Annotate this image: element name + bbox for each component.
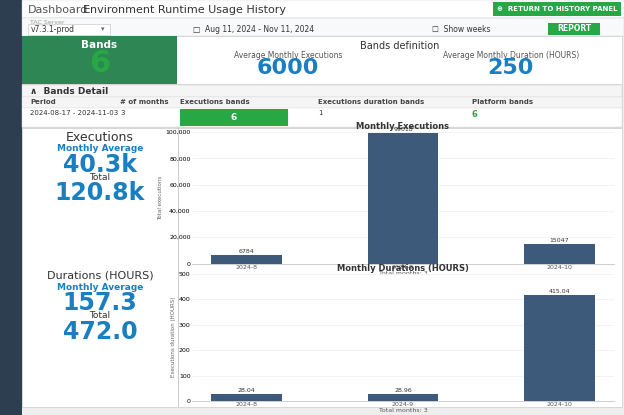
Text: Executions bands: Executions bands: [180, 99, 250, 105]
Title: Monthly Executions: Monthly Executions: [356, 122, 449, 131]
Bar: [22, 0, 624, 18]
Text: ☐  Show weeks: ☐ Show weeks: [432, 25, 490, 34]
Text: 157.3: 157.3: [62, 291, 137, 315]
Text: 40.3k: 40.3k: [63, 153, 137, 177]
Text: 6784: 6784: [238, 249, 255, 254]
Text: # of months: # of months: [120, 99, 168, 105]
Text: Monthly Average: Monthly Average: [57, 283, 143, 291]
Text: Total: Total: [89, 312, 110, 320]
Bar: [22, 85, 622, 127]
Bar: [22, 108, 622, 127]
Text: 2024-08-17 - 2024-11-03: 2024-08-17 - 2024-11-03: [30, 110, 119, 116]
Text: □  Aug 11, 2024 - Nov 11, 2024: □ Aug 11, 2024 - Nov 11, 2024: [193, 25, 314, 34]
Text: 415.04: 415.04: [548, 289, 570, 294]
Text: Period: Period: [30, 99, 56, 105]
Bar: [211, 254, 281, 264]
Bar: [0, 0, 22, 415]
Text: 15047: 15047: [550, 238, 569, 243]
Text: v7.3.1-prod: v7.3.1-prod: [31, 25, 75, 34]
Bar: [368, 393, 438, 401]
Bar: [211, 394, 281, 401]
Text: 3: 3: [120, 110, 125, 116]
Text: REPORT: REPORT: [557, 24, 591, 34]
Text: ⊕  RETURN TO HISTORY PANEL: ⊕ RETURN TO HISTORY PANEL: [497, 6, 617, 12]
Text: 120.8k: 120.8k: [55, 181, 145, 205]
Text: Executions duration bands: Executions duration bands: [318, 99, 424, 105]
Text: Dashboard:: Dashboard:: [28, 5, 92, 15]
Bar: [22, 97, 622, 108]
Text: Executions: Executions: [66, 131, 134, 144]
Bar: [28, 24, 110, 35]
Text: ∧  Bands Detail: ∧ Bands Detail: [30, 87, 108, 96]
Text: ▾: ▾: [101, 26, 104, 32]
Bar: [493, 2, 621, 16]
Text: Total: Total: [89, 173, 110, 182]
Text: Bands definition: Bands definition: [360, 41, 439, 51]
Bar: [524, 244, 595, 264]
Y-axis label: Executions duration (HOURS): Executions duration (HOURS): [171, 297, 176, 377]
Bar: [22, 36, 177, 84]
Text: 250: 250: [487, 58, 534, 78]
Text: Bands: Bands: [82, 40, 117, 50]
Bar: [22, 18, 624, 36]
Bar: [22, 128, 622, 407]
Text: Monthly Average: Monthly Average: [57, 144, 143, 153]
Title: Monthly Durations (HOURS): Monthly Durations (HOURS): [337, 264, 469, 273]
Bar: [22, 36, 622, 84]
Text: Environment Runtime Usage History: Environment Runtime Usage History: [76, 5, 286, 15]
Text: TAC Server: TAC Server: [30, 20, 64, 25]
Bar: [180, 109, 288, 126]
Y-axis label: Total executions: Total executions: [158, 176, 163, 220]
Bar: [524, 295, 595, 401]
Text: 99018: 99018: [393, 127, 413, 132]
Text: 472.0: 472.0: [62, 320, 137, 344]
Text: 1: 1: [318, 110, 323, 116]
Text: 28.04: 28.04: [238, 388, 255, 393]
Text: 6000: 6000: [257, 58, 319, 78]
Text: Average Monthly Duration (HOURS): Average Monthly Duration (HOURS): [442, 51, 579, 60]
Bar: [22, 85, 622, 97]
Bar: [368, 133, 438, 264]
Text: Platform bands: Platform bands: [472, 99, 533, 105]
Text: Average Monthly Executions: Average Monthly Executions: [234, 51, 343, 60]
Text: 6: 6: [472, 110, 478, 119]
Text: 6: 6: [231, 113, 237, 122]
Text: 6: 6: [89, 49, 110, 78]
Text: Durations (HOURS): Durations (HOURS): [47, 271, 154, 281]
Text: 28.96: 28.96: [394, 388, 412, 393]
Bar: [548, 23, 600, 35]
